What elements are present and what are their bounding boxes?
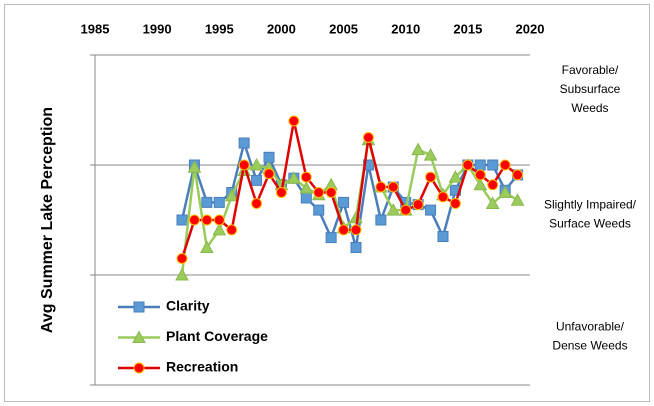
marker: [213, 196, 225, 208]
legend-label: Clarity: [166, 298, 210, 314]
marker: [338, 224, 350, 236]
marker: [362, 132, 374, 143]
marker: [175, 267, 189, 281]
marker: [176, 253, 188, 264]
marker: [437, 191, 449, 203]
marker: [412, 199, 424, 211]
marker: [510, 193, 525, 206]
marker: [449, 198, 461, 209]
marker: [226, 224, 238, 236]
marker: [201, 214, 213, 226]
marker: [512, 169, 524, 181]
legend-marker: [132, 330, 146, 343]
marker: [387, 181, 399, 193]
marker: [437, 231, 449, 242]
region-label: Slightly Impaired/: [544, 198, 637, 212]
marker: [487, 159, 499, 171]
x-tick-label: 2000: [267, 21, 296, 36]
marker: [238, 159, 250, 171]
x-tick-label: 1985: [81, 21, 110, 36]
marker: [176, 214, 188, 226]
marker: [213, 214, 225, 226]
marker: [224, 188, 239, 202]
marker: [313, 187, 325, 198]
marker: [425, 171, 437, 183]
region-label: Surface Weeds: [549, 217, 631, 231]
marker: [275, 187, 287, 198]
marker: [473, 177, 488, 191]
marker: [287, 171, 301, 184]
legend-label: Recreation: [166, 359, 238, 375]
y-axis-label: Avg Summer Lake Perception: [39, 107, 56, 333]
legend-marker: [133, 301, 145, 313]
marker: [188, 214, 200, 226]
marker: [425, 204, 437, 216]
region-label: Subsurface: [560, 82, 621, 96]
marker: [212, 222, 227, 236]
marker: [300, 171, 312, 183]
marker: [263, 151, 275, 163]
marker: [187, 160, 202, 173]
marker: [249, 157, 264, 171]
marker: [474, 159, 486, 171]
marker: [485, 196, 500, 209]
x-tick-label: 2005: [329, 21, 358, 36]
legend-marker: [133, 362, 145, 374]
marker: [499, 159, 511, 171]
marker: [300, 192, 312, 204]
marker: [338, 196, 350, 208]
chart-border: [4, 4, 650, 402]
marker: [350, 224, 362, 236]
marker: [400, 204, 412, 216]
marker: [375, 181, 387, 193]
marker: [423, 148, 438, 161]
x-tick-label: 2010: [391, 21, 420, 36]
region-label: Weeds: [571, 101, 608, 115]
series-line: [180, 120, 519, 259]
marker: [375, 214, 387, 226]
marker: [251, 174, 263, 186]
region-label: Dense Weeds: [552, 339, 627, 353]
x-tick-label: 2015: [453, 21, 482, 36]
marker: [325, 232, 337, 244]
marker: [238, 137, 250, 149]
marker: [201, 196, 213, 208]
marker: [350, 242, 362, 253]
x-tick-label: 2020: [516, 21, 545, 36]
marker: [411, 142, 425, 156]
region-label: Unfavorable/: [556, 320, 625, 334]
marker: [313, 204, 325, 216]
marker: [487, 179, 499, 191]
marker: [386, 203, 401, 216]
marker: [498, 185, 512, 198]
x-tick-label: 1995: [205, 21, 234, 36]
marker: [325, 187, 337, 198]
marker: [263, 168, 275, 180]
x-tick-label: 1990: [143, 21, 172, 36]
marker: [462, 159, 474, 171]
marker: [474, 169, 486, 181]
marker: [251, 198, 263, 209]
marker: [448, 170, 463, 183]
series-line: [180, 138, 519, 248]
marker: [299, 181, 314, 194]
marker: [288, 115, 300, 127]
legend-label: Plant Coverage: [166, 328, 268, 344]
region-label: Favorable/: [562, 63, 619, 77]
marker: [200, 240, 214, 253]
